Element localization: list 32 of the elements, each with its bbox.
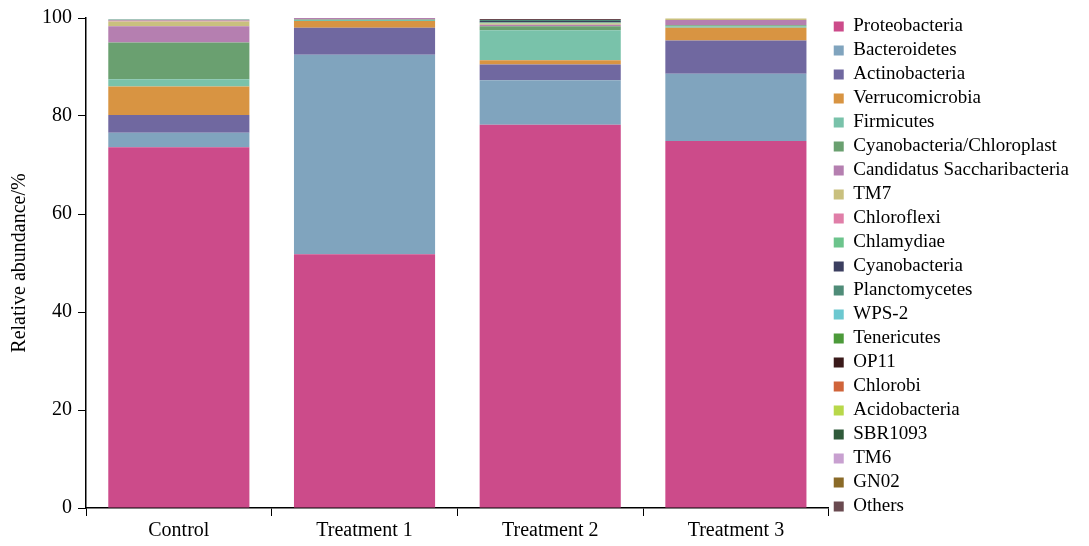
legend-label: WPS-2 bbox=[853, 302, 909, 324]
y-tick-label: 40 bbox=[52, 299, 72, 322]
y-tick-label: 0 bbox=[62, 495, 72, 518]
legend-label: TM7 bbox=[853, 182, 892, 204]
legend-label: Acidobacteria bbox=[853, 398, 961, 420]
legend-label: Cyanobacteria bbox=[853, 254, 964, 276]
legend-label: OP11 bbox=[853, 350, 896, 372]
x-tick-label: Control bbox=[148, 518, 210, 541]
legend-label: Verrucomicrobia bbox=[853, 86, 982, 108]
legend-label: TM6 bbox=[853, 446, 892, 468]
legend-label: Bacteroidetes bbox=[853, 38, 957, 60]
legend-label: Proteobacteria bbox=[853, 14, 964, 36]
x-tick-label: Treatment 3 bbox=[687, 518, 785, 541]
legend-label: Chlorobi bbox=[853, 374, 921, 396]
legend-label: Cyanobacteria/Chloroplast bbox=[853, 134, 1058, 156]
y-tick-label: 20 bbox=[52, 397, 72, 420]
legend-label: Planctomycetes bbox=[853, 278, 973, 300]
legend-label: Candidatus Saccharibacteria bbox=[853, 158, 1070, 180]
legend-label: Firmicutes bbox=[853, 110, 935, 132]
legend-label: Actinobacteria bbox=[853, 62, 966, 84]
legend-label: GN02 bbox=[853, 470, 900, 492]
x-tick-label: Treatment 1 bbox=[316, 518, 413, 541]
y-tick-label: 100 bbox=[42, 5, 72, 28]
y-tick-label: 80 bbox=[52, 103, 72, 126]
legend-label: SBR1093 bbox=[853, 422, 928, 444]
x-tick-label: Treatment 2 bbox=[501, 518, 599, 541]
legend-label: Others bbox=[853, 494, 904, 516]
legend-label: Tenericutes bbox=[853, 326, 941, 348]
y-tick-label: 60 bbox=[52, 201, 72, 224]
y-axis-title: Relative abundance/% bbox=[7, 173, 30, 353]
legend-label: Chlamydiae bbox=[853, 230, 946, 252]
legend-label: Chloroflexi bbox=[853, 206, 941, 228]
